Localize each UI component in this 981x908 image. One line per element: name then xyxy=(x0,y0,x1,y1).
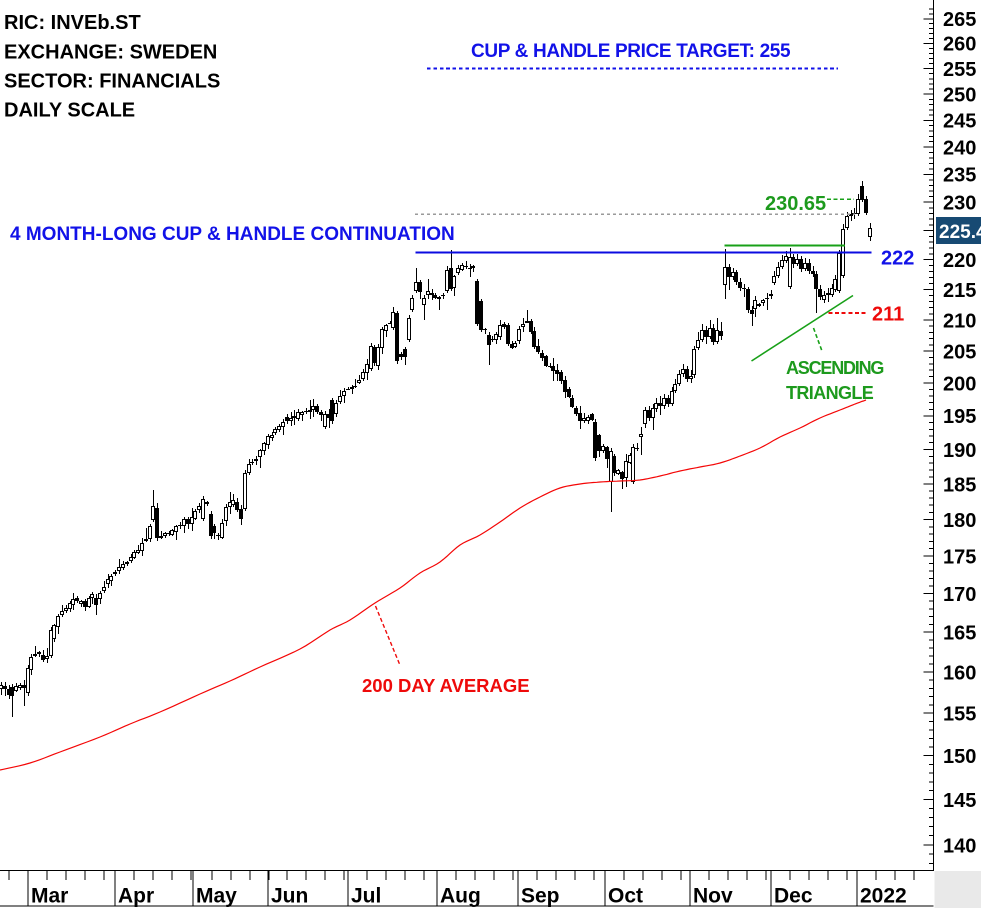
svg-text:EXCHANGE: SWEDEN: EXCHANGE: SWEDEN xyxy=(4,42,217,64)
svg-text:240: 240 xyxy=(943,137,976,159)
svg-text:245: 245 xyxy=(943,111,976,133)
svg-text:May: May xyxy=(196,885,237,908)
svg-text:255: 255 xyxy=(943,59,976,81)
svg-text:165: 165 xyxy=(943,623,976,645)
svg-text:195: 195 xyxy=(943,406,976,428)
svg-text:Nov: Nov xyxy=(693,885,733,908)
svg-text:TRIANGLE: TRIANGLE xyxy=(786,383,874,403)
svg-text:150: 150 xyxy=(943,746,976,768)
svg-text:180: 180 xyxy=(943,510,976,532)
svg-text:215: 215 xyxy=(943,280,976,302)
svg-text:RIC: INVEb.ST: RIC: INVEb.ST xyxy=(4,12,141,34)
svg-text:Aug: Aug xyxy=(440,885,481,908)
svg-text:200: 200 xyxy=(943,373,976,395)
svg-text:185: 185 xyxy=(943,474,976,496)
svg-text:160: 160 xyxy=(943,662,976,684)
svg-text:2022: 2022 xyxy=(860,885,907,908)
svg-text:Sep: Sep xyxy=(521,885,560,908)
svg-text:Dec: Dec xyxy=(774,885,813,908)
svg-text:Apr: Apr xyxy=(118,885,154,908)
svg-text:250: 250 xyxy=(943,85,976,107)
svg-text:211: 211 xyxy=(872,304,904,326)
svg-text:ASCENDING: ASCENDING xyxy=(786,358,883,378)
svg-text:155: 155 xyxy=(943,704,976,726)
svg-text:230.65: 230.65 xyxy=(765,193,826,215)
svg-text:265: 265 xyxy=(943,9,976,31)
svg-text:225.4: 225.4 xyxy=(939,222,981,243)
svg-text:235: 235 xyxy=(943,165,976,187)
svg-text:220: 220 xyxy=(943,250,976,272)
svg-text:200 DAY AVERAGE: 200 DAY AVERAGE xyxy=(362,675,530,696)
svg-text:SECTOR: FINANCIALS: SECTOR: FINANCIALS xyxy=(4,71,220,93)
svg-text:CUP & HANDLE PRICE TARGET: 255: CUP & HANDLE PRICE TARGET: 255 xyxy=(471,41,791,62)
svg-text:190: 190 xyxy=(943,440,976,462)
svg-text:230: 230 xyxy=(943,193,976,215)
svg-text:170: 170 xyxy=(943,584,976,606)
svg-text:210: 210 xyxy=(943,310,976,332)
svg-text:4 MONTH-LONG CUP & HANDLE CONT: 4 MONTH-LONG CUP & HANDLE CONTINUATION xyxy=(10,224,455,245)
svg-text:140: 140 xyxy=(943,835,976,857)
svg-text:175: 175 xyxy=(943,546,976,568)
svg-text:Mar: Mar xyxy=(31,885,68,908)
svg-text:Oct: Oct xyxy=(608,885,643,908)
svg-text:145: 145 xyxy=(943,790,976,812)
svg-text:DAILY SCALE: DAILY SCALE xyxy=(4,100,135,122)
svg-text:205: 205 xyxy=(943,342,976,364)
svg-text:Jul: Jul xyxy=(351,885,381,908)
svg-text:Jun: Jun xyxy=(271,885,308,908)
svg-text:260: 260 xyxy=(943,34,976,56)
svg-text:222: 222 xyxy=(881,248,914,270)
